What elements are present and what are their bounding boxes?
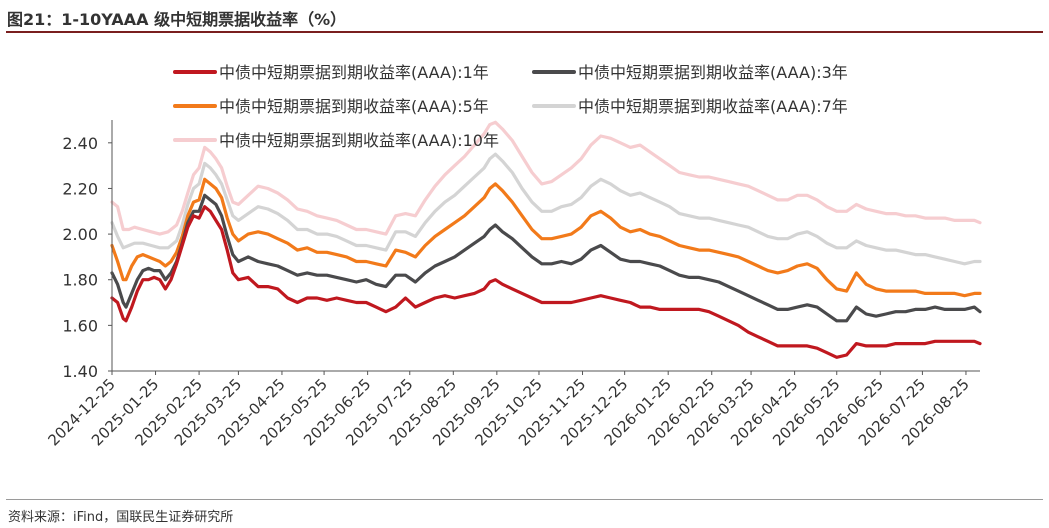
source-divider [6,499,1043,500]
legend-label-3: 中债中短期票据到期收益率(AAA):5年 [219,97,489,116]
legend: 中债中短期票据到期收益率(AAA):1年 中债中短期票据到期收益率(AAA):3年… [173,63,848,150]
figure-header: 图21：1-10YAAA 级中短期票据收益率（%） [0,0,1049,33]
y-tick-label: 2.20 [62,179,98,198]
legend-label-1: 中债中短期票据到期收益率(AAA):1年 [219,63,489,82]
series-line-5 [110,120,982,236]
y-tick-label: 1.80 [62,271,98,290]
legend-label-4: 中债中短期票据到期收益率(AAA):7年 [578,97,848,116]
y-tick-label: 2.40 [62,134,98,153]
title-divider [6,31,1043,33]
series-layer [110,120,982,359]
legend-label-5: 中债中短期票据到期收益率(AAA):10年 [219,131,499,150]
y-tick-label: 2.00 [62,225,98,244]
series-line-3 [110,177,982,298]
series-line-1 [110,205,982,359]
series-line-4 [110,152,982,266]
axes-layer: 2.402.202.001.801.601.402024-12-252025-0… [44,120,980,449]
figure-title: 图21：1-10YAAA 级中短期票据收益率（%） [7,10,347,29]
y-tick-label: 1.40 [62,362,98,381]
legend-label-2: 中债中短期票据到期收益率(AAA):3年 [578,63,848,82]
series-line-2 [110,193,982,323]
source-note: 资料来源：iFind，国联民生证券研究所 [8,510,234,525]
y-tick-label: 1.60 [62,316,98,335]
